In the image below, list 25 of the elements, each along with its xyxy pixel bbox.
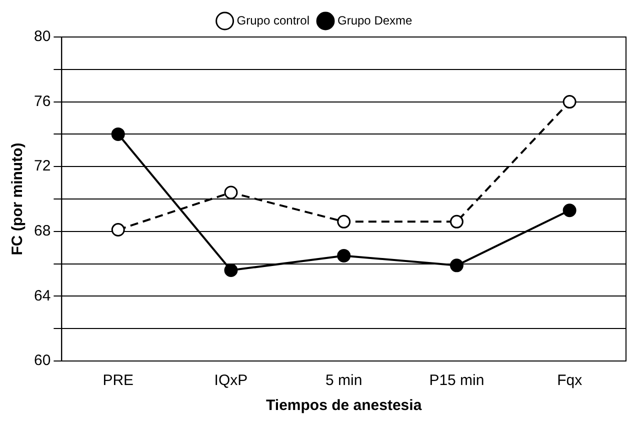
point bbox=[562, 95, 576, 109]
x-tick-label: IQxP bbox=[214, 372, 248, 390]
point bbox=[224, 264, 238, 278]
point bbox=[111, 223, 125, 237]
point bbox=[111, 127, 125, 141]
y-tick-label: 72 bbox=[34, 158, 51, 175]
y-tick-label: 80 bbox=[34, 28, 51, 46]
x-tick-label: P15 min bbox=[429, 372, 484, 390]
x-tick-label: Fqx bbox=[557, 372, 583, 390]
y-tick-label: 76 bbox=[34, 92, 51, 110]
y-tick-label: 68 bbox=[34, 222, 51, 240]
x-tick-label: PRE bbox=[102, 372, 134, 390]
point bbox=[224, 186, 238, 200]
point bbox=[562, 204, 576, 218]
y-axis-title: FC (por minuto) bbox=[9, 142, 26, 256]
point bbox=[337, 214, 351, 228]
point bbox=[450, 258, 464, 272]
x-tick-label: 5 min bbox=[326, 372, 362, 390]
y-tick-label: 60 bbox=[34, 352, 51, 370]
y-tick-label: 64 bbox=[34, 287, 51, 304]
legend-label: Grupo Dexme bbox=[338, 13, 413, 28]
point bbox=[337, 248, 351, 262]
point bbox=[450, 214, 464, 228]
x-axis-title: Tiempos de anestesia bbox=[266, 397, 422, 414]
legend-label: Grupo control bbox=[236, 13, 310, 28]
